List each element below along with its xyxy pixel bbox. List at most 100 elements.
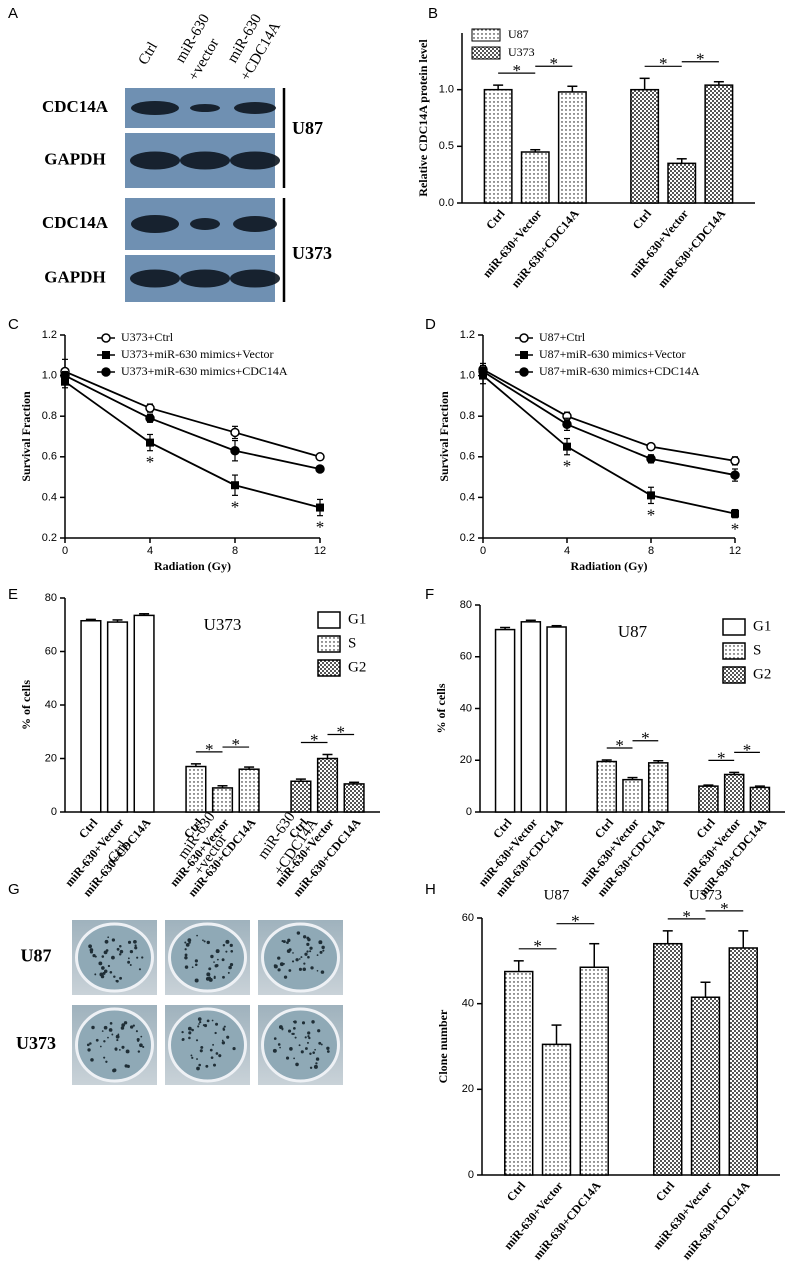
y-tick-label: 0 bbox=[466, 806, 472, 818]
colony bbox=[308, 1036, 311, 1040]
colony bbox=[301, 1021, 306, 1025]
colony bbox=[199, 1049, 203, 1053]
colony bbox=[281, 939, 284, 943]
colony bbox=[309, 946, 313, 950]
x-tick-label: Ctrl bbox=[483, 206, 508, 232]
colony bbox=[321, 945, 325, 950]
colony bbox=[300, 1050, 304, 1054]
colony bbox=[115, 979, 118, 983]
colony bbox=[99, 972, 104, 977]
colony bbox=[316, 969, 319, 972]
colony bbox=[215, 963, 219, 968]
well bbox=[168, 1007, 247, 1083]
colony bbox=[103, 950, 108, 955]
colony bbox=[225, 939, 230, 944]
legend-label: G2 bbox=[348, 659, 366, 675]
bar bbox=[133, 614, 155, 813]
colony bbox=[118, 1048, 121, 1051]
colony bbox=[191, 1056, 194, 1059]
colony bbox=[104, 939, 109, 944]
colony bbox=[181, 1038, 184, 1041]
colony bbox=[196, 1058, 198, 1061]
row-label: U87 bbox=[21, 946, 52, 966]
colony bbox=[215, 1052, 219, 1055]
colony bbox=[103, 1040, 106, 1043]
colony bbox=[113, 975, 116, 978]
panel-label: E bbox=[8, 586, 18, 603]
marker bbox=[61, 377, 69, 386]
colony bbox=[121, 1023, 126, 1027]
y-tick-label: 20 bbox=[45, 752, 57, 764]
panel-label: C bbox=[8, 316, 19, 333]
colony bbox=[282, 962, 285, 965]
colony bbox=[101, 1030, 104, 1032]
marker bbox=[146, 438, 154, 447]
significance-star: * bbox=[615, 736, 624, 755]
legend-swatch bbox=[722, 642, 746, 660]
colony bbox=[197, 1017, 202, 1021]
marker bbox=[520, 351, 528, 359]
colony bbox=[142, 1045, 145, 1049]
colony bbox=[222, 975, 225, 979]
colony bbox=[211, 1019, 214, 1022]
colony bbox=[294, 1036, 297, 1039]
colony bbox=[181, 1030, 184, 1034]
colony bbox=[317, 1029, 321, 1033]
colony bbox=[293, 1057, 295, 1060]
series-line bbox=[64, 380, 321, 509]
colony bbox=[101, 966, 105, 970]
colony bbox=[296, 931, 301, 935]
panel-label: H bbox=[425, 881, 436, 898]
x-tick-label: 4 bbox=[147, 545, 153, 557]
bar bbox=[647, 762, 669, 813]
colony bbox=[307, 1035, 310, 1038]
colony bbox=[184, 948, 187, 951]
colony bbox=[326, 1046, 330, 1051]
bar bbox=[106, 621, 129, 813]
colony bbox=[306, 1041, 309, 1044]
colony bbox=[129, 949, 134, 954]
colony bbox=[285, 1056, 290, 1060]
colony bbox=[198, 1063, 201, 1067]
colony bbox=[213, 961, 215, 963]
bar bbox=[504, 970, 534, 1176]
colony bbox=[111, 955, 115, 960]
significance-star: * bbox=[720, 899, 729, 918]
colony bbox=[293, 1026, 296, 1030]
colony bbox=[202, 939, 204, 942]
y-tick-label: 0 bbox=[468, 1169, 474, 1181]
marker bbox=[478, 366, 488, 377]
significance-star: * bbox=[231, 497, 240, 516]
colony bbox=[279, 1046, 281, 1049]
marker bbox=[730, 470, 740, 480]
colony bbox=[89, 948, 94, 952]
colony bbox=[184, 956, 188, 960]
marker bbox=[230, 427, 240, 438]
colony bbox=[116, 947, 120, 951]
colony bbox=[184, 965, 189, 969]
colony bbox=[309, 1066, 313, 1070]
y-tick-label: 1.2 bbox=[42, 329, 57, 341]
blot-band bbox=[180, 269, 230, 288]
colony bbox=[89, 1042, 92, 1045]
y-tick-label: 0.2 bbox=[460, 532, 475, 544]
colony bbox=[190, 1054, 193, 1057]
colony bbox=[320, 970, 325, 974]
y-tick-label: 0.2 bbox=[42, 532, 57, 544]
x-tick-label: 12 bbox=[729, 545, 741, 557]
colony bbox=[307, 955, 310, 959]
colony bbox=[304, 1036, 307, 1039]
colony bbox=[138, 968, 142, 971]
significance-star: * bbox=[146, 453, 155, 472]
marker bbox=[230, 445, 240, 456]
marker bbox=[60, 370, 70, 381]
colony bbox=[119, 949, 124, 954]
colony bbox=[187, 938, 192, 943]
bar bbox=[704, 84, 734, 204]
colony bbox=[199, 1020, 202, 1024]
colony bbox=[115, 1034, 120, 1039]
y-tick-label: 80 bbox=[460, 599, 472, 611]
legend-label: U87 bbox=[508, 27, 529, 41]
y-tick-label: 0.4 bbox=[42, 491, 57, 503]
legend-label: U373+miR-630 mimics+Vector bbox=[121, 347, 274, 361]
